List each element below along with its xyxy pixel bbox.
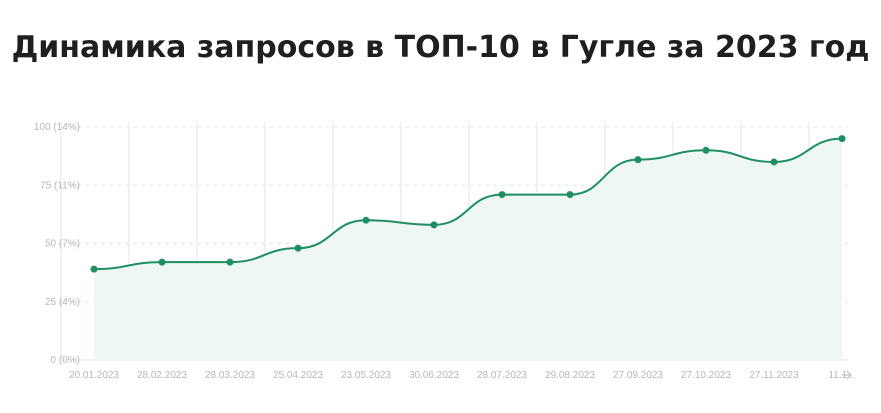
y-tick-label: 75 (11%) (40, 180, 80, 191)
x-tick-label: 27.11.2023 (749, 370, 799, 381)
x-tick-label: 28.02.2023 (137, 370, 187, 381)
data-point (634, 156, 642, 164)
y-tick-label: 100 (14%) (34, 122, 80, 133)
data-point (430, 221, 438, 229)
data-point (770, 158, 778, 166)
data-point (362, 216, 370, 224)
x-tick-label: 20.01.2023 (69, 370, 119, 381)
data-point (226, 258, 234, 266)
x-tick-label: 27.09.2023 (613, 370, 663, 381)
x-tick-label: 28.07.2023 (477, 370, 527, 381)
y-tick-label: 0 (0%) (51, 355, 80, 366)
data-point (566, 191, 574, 199)
x-tick-label: 27.10.2023 (681, 370, 731, 381)
data-point (158, 258, 166, 266)
x-tick-label: 23.05.2023 (341, 370, 391, 381)
x-tick-label: 30.06.2023 (409, 370, 459, 381)
x-tick-label: 25.04.2023 (273, 370, 323, 381)
x-tick-label: 29.08.2023 (545, 370, 595, 381)
arrow-right-icon[interactable] (842, 370, 853, 380)
data-point (702, 146, 710, 154)
data-point (90, 265, 98, 273)
x-tick-label: 28.03.2023 (205, 370, 255, 381)
y-tick-label: 50 (7%) (45, 239, 80, 250)
data-point (294, 244, 302, 252)
data-point (498, 191, 506, 199)
series-area (94, 138, 842, 360)
data-point (838, 135, 846, 143)
chart-title: Динамика запросов в ТОП-10 в Гугле за 20… (11, 30, 870, 65)
y-tick-label: 25 (4%) (45, 297, 80, 308)
